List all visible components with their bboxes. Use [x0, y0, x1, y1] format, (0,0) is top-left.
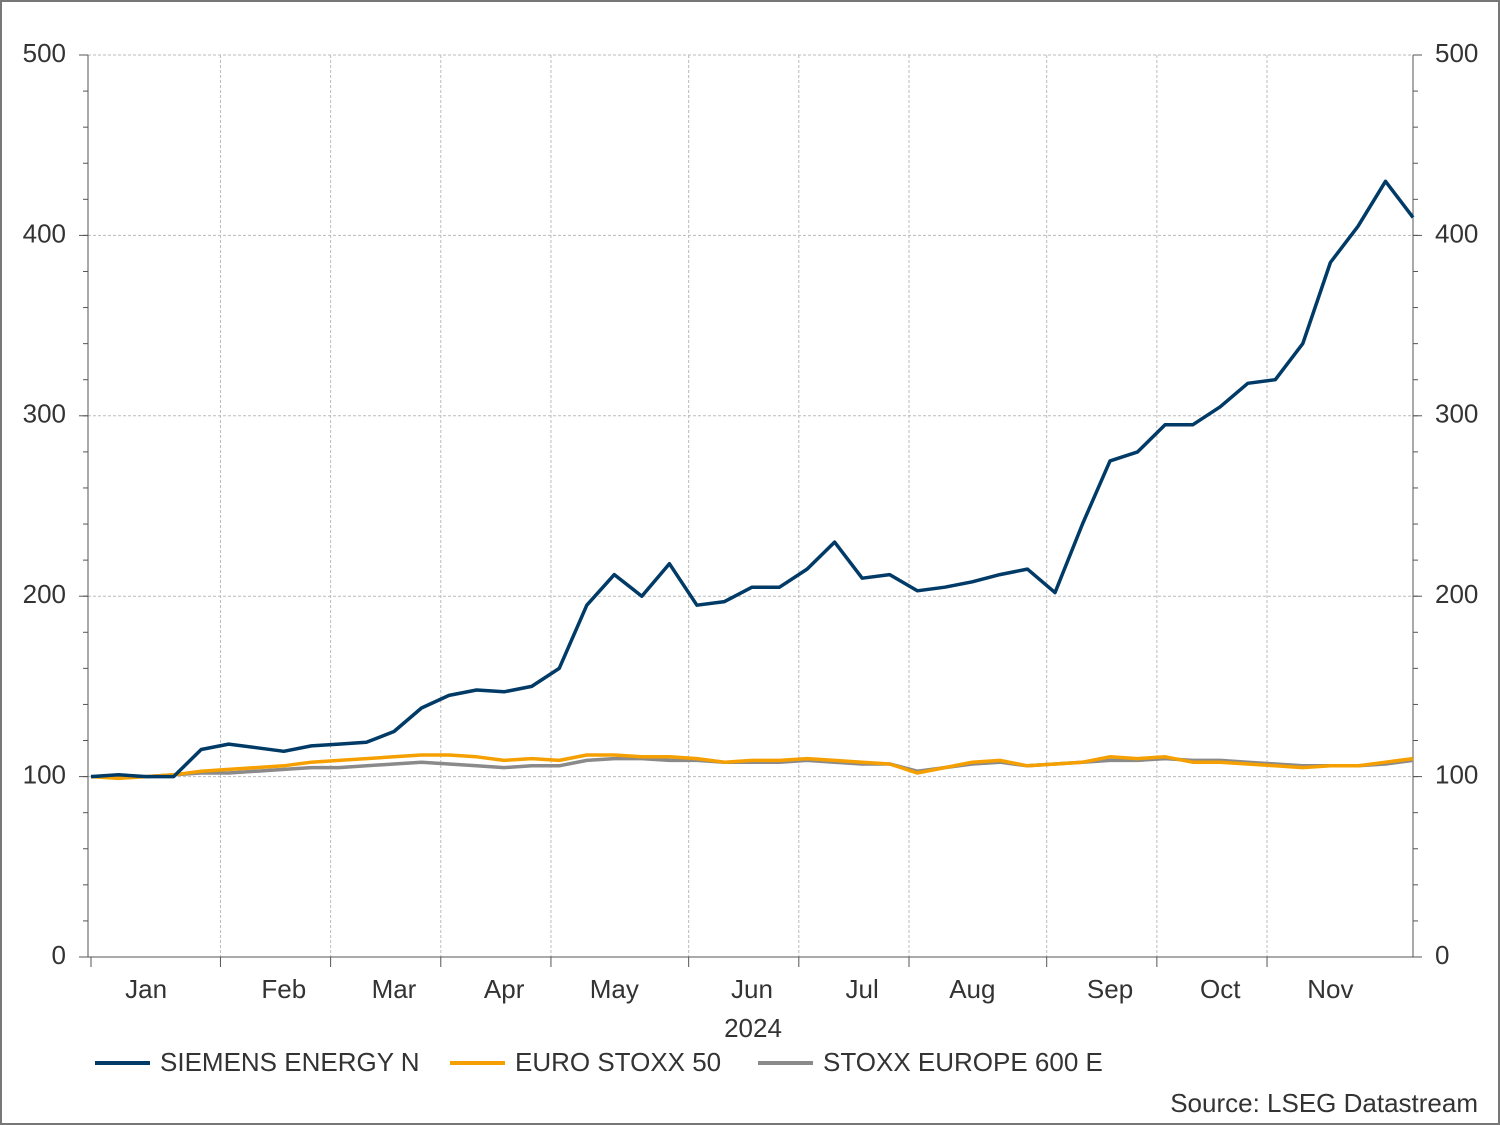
series-line [90, 179, 1415, 779]
x-tick-label: Nov [1307, 974, 1353, 1004]
y2-tick-label: 500 [1435, 38, 1478, 68]
y-tick-label: 400 [23, 218, 66, 248]
y-tick-label: 0 [52, 940, 66, 970]
legend-label: EURO STOXX 50 [515, 1047, 721, 1077]
y2-tick-label: 200 [1435, 579, 1478, 609]
y-tick-label: 500 [23, 38, 66, 68]
source: Source: LSEG Datastream [1170, 1088, 1478, 1118]
series-line [91, 756, 1414, 779]
y2-tick-label: 0 [1435, 940, 1449, 970]
legend-label: STOXX EUROPE 600 E [823, 1047, 1103, 1077]
y-tick-label: 300 [23, 399, 66, 429]
x-tick-label: Jan [125, 974, 167, 1004]
series-line [90, 753, 1414, 781]
y2-tick-label: 400 [1435, 218, 1478, 248]
x-tick-label: Feb [261, 974, 306, 1004]
legend-label: SIEMENS ENERGY N [160, 1047, 420, 1077]
x-tick-label: Apr [484, 974, 525, 1004]
x-axis-label: 2024 [724, 1013, 782, 1043]
y2-tick-label: 300 [1435, 399, 1478, 429]
x-tick-label: Sep [1087, 974, 1133, 1004]
x-tick-label: Jul [846, 974, 879, 1004]
x-tick-label: Mar [372, 974, 417, 1004]
y-tick-label: 100 [23, 759, 66, 789]
y-tick-label: 200 [23, 579, 66, 609]
x-tick-label: Jun [731, 974, 773, 1004]
x-tick-label: May [590, 974, 639, 1004]
x-tick-label: Aug [949, 974, 995, 1004]
x-tick-label: Oct [1200, 974, 1241, 1004]
y2-tick-label: 100 [1435, 759, 1478, 789]
